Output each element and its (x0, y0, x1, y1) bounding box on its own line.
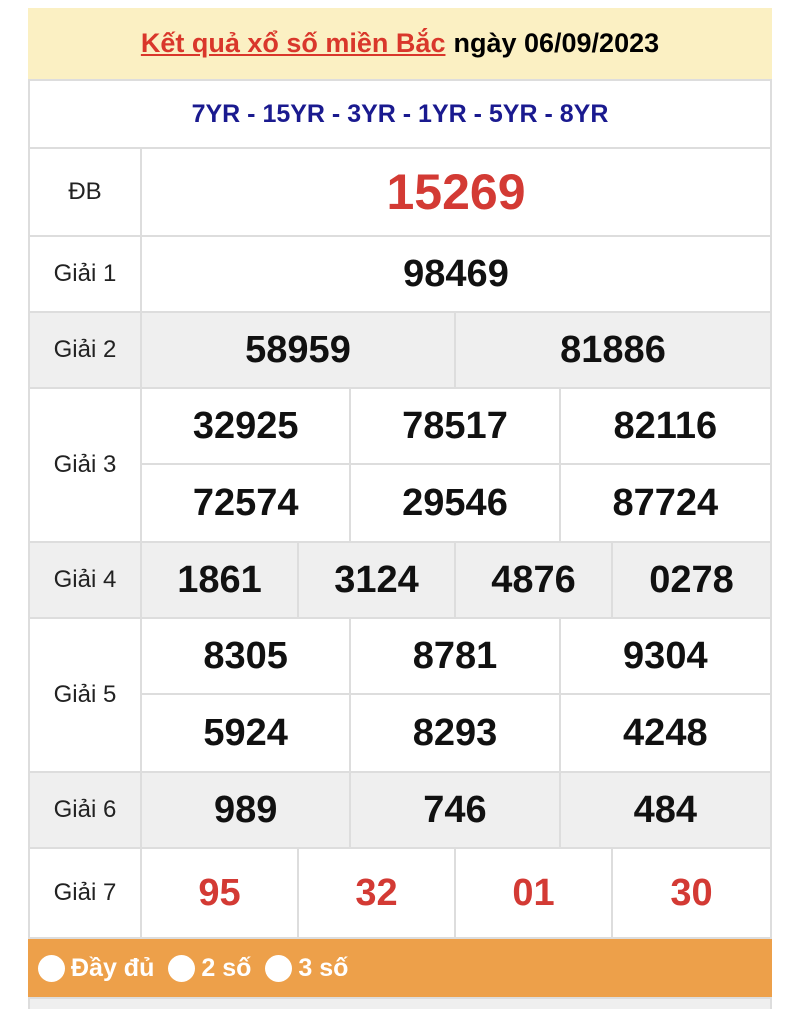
prize-number: 484 (633, 788, 698, 831)
prize-number: 32925 (142, 389, 352, 465)
prize-number: 4876 (456, 543, 613, 617)
prize-number: 82116 (560, 389, 770, 465)
radio-icon[interactable] (168, 954, 196, 982)
prize-number: 9304 (560, 619, 770, 695)
prize-label: Giải 2 (30, 313, 142, 387)
prize-number: 8781 (351, 619, 561, 695)
prize-number: 989 (142, 773, 352, 847)
prize-label: Giải 4 (30, 543, 142, 617)
prize-codes: 7YR - 15YR - 3YR - 1YR - 5YR - 8YR (28, 81, 772, 149)
results-table: Kết quả xổ số miền Bắc ngày 06/09/2023 7… (28, 8, 772, 1009)
prize-label: ĐB (30, 149, 142, 235)
prize-number: 0278 (649, 558, 734, 601)
prize-row: Giải 7 95 32 01 30 (28, 849, 772, 939)
prize-label: Giải 1 (30, 237, 142, 311)
radio-icon[interactable] (38, 954, 65, 982)
prize-number: 8293 (351, 695, 561, 771)
prize-row: Giải 5 8305 8781 9304 5924 8293 4248 (28, 619, 772, 773)
prize-number: 15269 (386, 164, 526, 220)
display-options: Đầy đủ 2 số 3 số (28, 939, 772, 997)
prize-row: Giải 1 98469 (28, 237, 772, 313)
prize-number: 8305 (142, 619, 352, 695)
prize-number: 29546 (351, 465, 561, 541)
radio-icon[interactable] (265, 954, 293, 982)
title-bar: Kết quả xổ số miền Bắc ngày 06/09/2023 (28, 8, 772, 81)
prize-number: 3124 (299, 543, 456, 617)
prize-number: 4248 (623, 711, 708, 754)
prize-number: 30 (670, 871, 713, 914)
option-full[interactable]: Đầy đủ (38, 954, 154, 983)
prize-row: Giải 2 58959 81886 (28, 313, 772, 389)
prize-number: 5924 (142, 695, 352, 771)
prize-number: 98469 (403, 252, 509, 295)
prize-label: Giải 5 (30, 619, 142, 771)
prize-label: Giải 7 (30, 849, 142, 937)
prize-number: 58959 (142, 313, 456, 387)
results-link[interactable]: Kết quả xổ số miền Bắc (140, 28, 446, 58)
prize-number: 95 (142, 849, 299, 937)
prize-label: Giải 6 (30, 773, 142, 847)
prize-number: 81886 (560, 328, 666, 371)
prize-label: Giải 3 (30, 389, 142, 541)
date-text: ngày 06/09/2023 (453, 28, 660, 58)
option-3-digits[interactable]: 3 số (265, 954, 348, 983)
prize-number: 01 (456, 849, 613, 937)
prize-number: 87724 (612, 481, 719, 524)
prize-number: 32 (299, 849, 456, 937)
option-2-digits[interactable]: 2 số (168, 954, 251, 983)
prize-row: Giải 3 32925 78517 82116 72574 29546 87724 (28, 389, 772, 543)
prize-row: Giải 6 989 746 484 (28, 773, 772, 849)
prize-number: 746 (351, 773, 561, 847)
prize-number: 72574 (142, 465, 352, 541)
prize-row: Giải 4 1861 3124 4876 0278 (28, 543, 772, 619)
prize-number: 78517 (351, 389, 561, 465)
prize-row: ĐB 15269 (28, 149, 772, 237)
prize-number: 1861 (142, 543, 299, 617)
next-table-edge (28, 997, 772, 1009)
